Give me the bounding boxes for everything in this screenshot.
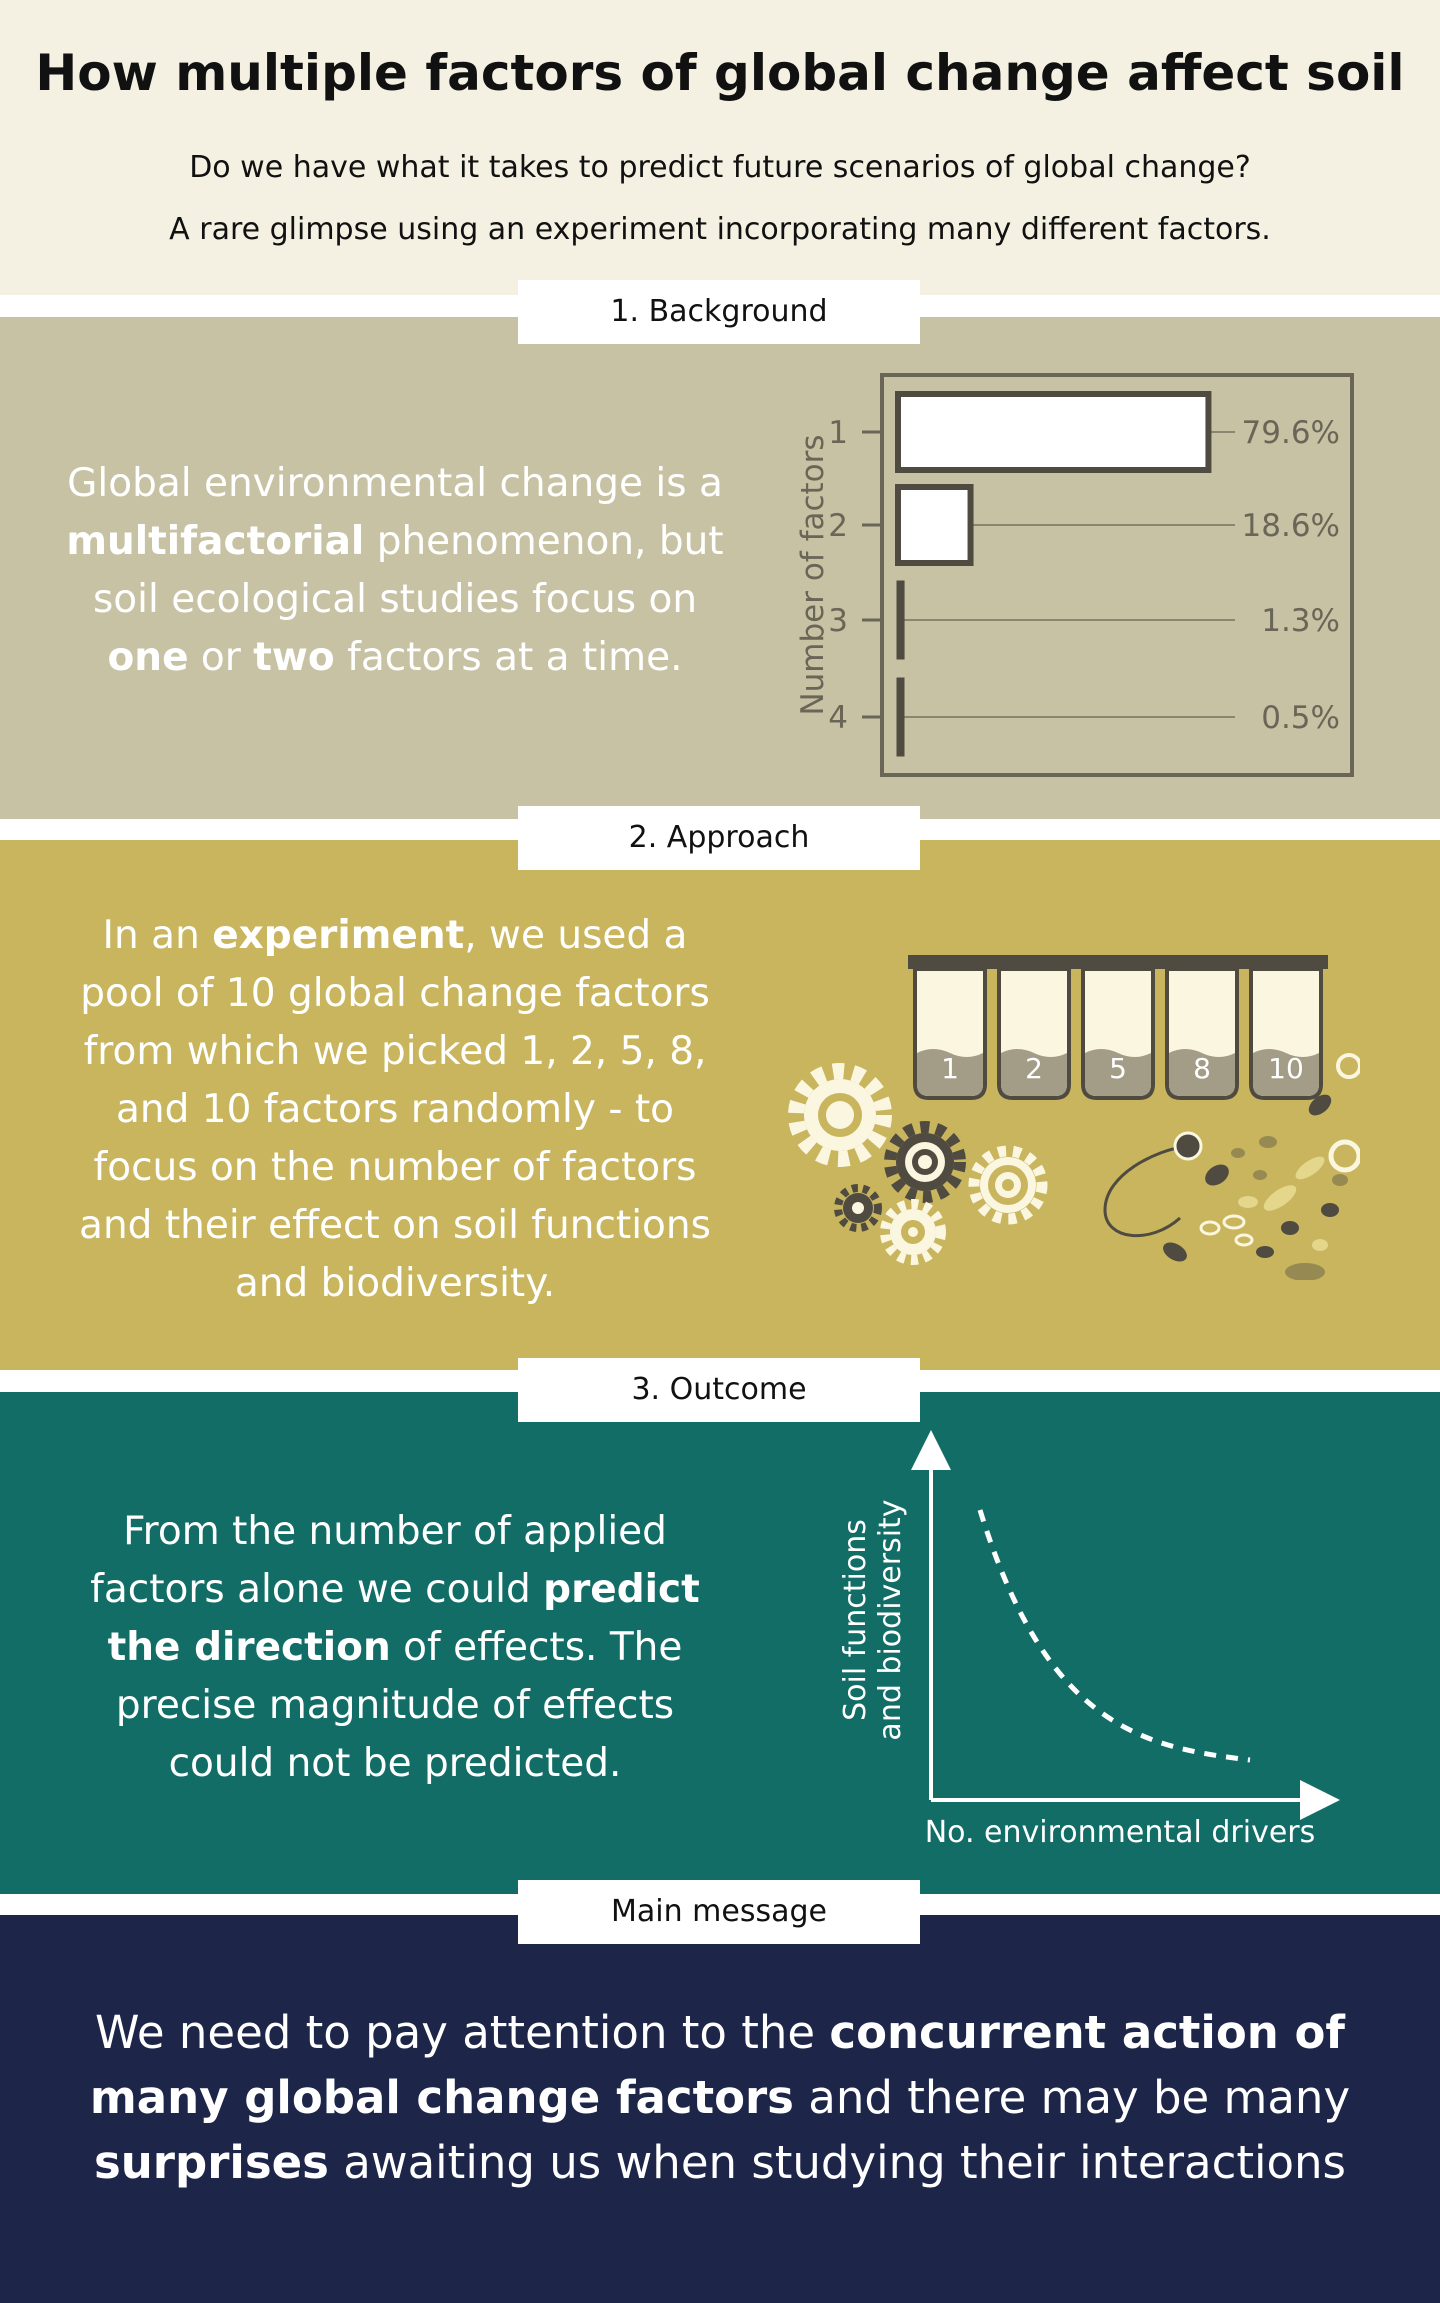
emphasis-text: surprises bbox=[93, 2136, 329, 2189]
soil-organisms-icon bbox=[1103, 1053, 1360, 1280]
tube-soil bbox=[917, 1049, 983, 1096]
decline-curve bbox=[977, 1509, 1251, 1763]
text-segment: phenomenon, but soil ecological studies … bbox=[92, 519, 724, 622]
tube-soil bbox=[1253, 1049, 1319, 1096]
chart-y-axis-label: Number of factors bbox=[795, 434, 831, 715]
emphasis-text: experiment bbox=[212, 913, 465, 958]
approach-text: In an experiment, we used a pool of 10 g… bbox=[60, 907, 730, 1313]
emphasis-text: multifactorial bbox=[66, 519, 365, 564]
tube-soil bbox=[1001, 1049, 1067, 1096]
test-tube: 5 bbox=[1081, 967, 1155, 1100]
text-segment: awaiting us when studying their interact… bbox=[328, 2136, 1346, 2189]
factors-bar-chart: Number of factors 1 79.6% 2 18.6% 3 1.3% 4 0.5% bbox=[795, 373, 1354, 777]
test-tube: 10 bbox=[1249, 967, 1323, 1100]
small-light-gear-icon bbox=[968, 1145, 1048, 1225]
category-label: 4 bbox=[828, 700, 848, 736]
text-segment: of effects. The precise magnitude of eff… bbox=[115, 1625, 683, 1786]
bar bbox=[895, 391, 1212, 473]
main-message-text: We need to pay attention to the concurre… bbox=[60, 2000, 1380, 2195]
background-text: Global environmental change is a multifa… bbox=[60, 455, 730, 687]
tube-label: 2 bbox=[1025, 1052, 1043, 1085]
tiny-dark-gear-icon bbox=[834, 1184, 882, 1232]
text-segment: In an bbox=[102, 913, 213, 958]
outcome-text: From the number of applied factors alone… bbox=[60, 1503, 730, 1793]
bar bbox=[896, 580, 905, 660]
section-tab-approach: 2. Approach bbox=[518, 806, 920, 870]
chart-frame bbox=[880, 373, 1354, 777]
subtitle-line-1: Do we have what it takes to predict futu… bbox=[189, 150, 1251, 185]
tube-soil bbox=[1085, 1049, 1151, 1096]
tube-rack-bar bbox=[908, 955, 1328, 969]
emphasis-text: one bbox=[107, 635, 189, 680]
text-segment: factors at a time. bbox=[334, 635, 683, 680]
bar bbox=[895, 484, 974, 566]
x-axis-label: No. environmental drivers bbox=[925, 1815, 1316, 1850]
section-tab-background: 1. Background bbox=[518, 280, 920, 344]
text-segment: or bbox=[188, 635, 254, 680]
header-band bbox=[0, 0, 1440, 295]
text-segment: , we used a pool of 10 global change fac… bbox=[79, 913, 711, 1306]
text-segment: From the number of applied factors alone… bbox=[90, 1509, 667, 1612]
y-axis-label-line-1: Soil functions bbox=[838, 1519, 873, 1721]
dark-gear-icon bbox=[884, 1121, 966, 1203]
emphasis-text: predict the direction bbox=[107, 1567, 700, 1670]
category-label: 2 bbox=[828, 508, 848, 544]
outcome-curve-chart: No. environmental drivers Soil functions… bbox=[838, 1430, 1340, 1850]
section-tab-outcome: 3. Outcome bbox=[518, 1358, 920, 1422]
category-label: 3 bbox=[828, 603, 848, 639]
experiment-illustration: 1 2 5 8 10 bbox=[788, 955, 1360, 1280]
page-title: How multiple factors of global change af… bbox=[35, 44, 1405, 102]
text-segment: We need to pay attention to the bbox=[95, 2006, 830, 2059]
tube-label: 5 bbox=[1109, 1052, 1127, 1085]
test-tube: 1 bbox=[913, 967, 987, 1100]
tube-label: 8 bbox=[1193, 1052, 1211, 1085]
emphasis-text: concurrent action of many global change … bbox=[89, 2006, 1345, 2124]
value-label: 79.6% bbox=[1242, 415, 1340, 451]
tube-soil bbox=[1169, 1049, 1235, 1096]
chart-bars: 1 79.6% 2 18.6% 3 1.3% 4 0.5% bbox=[828, 391, 1340, 757]
large-gear-icon bbox=[788, 1063, 892, 1167]
y-axis-label-line-2: and biodiversity bbox=[873, 1499, 908, 1740]
bar bbox=[896, 677, 905, 757]
test-tubes: 1 2 5 8 10 bbox=[913, 967, 1323, 1100]
subtitle-line-2: A rare glimpse using an experiment incor… bbox=[169, 212, 1271, 247]
outcome-band bbox=[0, 1392, 1440, 1894]
value-label: 1.3% bbox=[1261, 603, 1340, 639]
bottom-gear-icon bbox=[880, 1199, 946, 1265]
approach-band bbox=[0, 840, 1440, 1370]
value-label: 18.6% bbox=[1242, 508, 1340, 544]
value-label: 0.5% bbox=[1261, 700, 1340, 736]
category-label: 1 bbox=[828, 415, 848, 451]
tube-label: 10 bbox=[1268, 1052, 1304, 1085]
test-tube: 8 bbox=[1165, 967, 1239, 1100]
main-message-band bbox=[0, 1915, 1440, 2303]
tube-label: 1 bbox=[941, 1052, 959, 1085]
text-segment: and there may be many bbox=[793, 2071, 1351, 2124]
text-segment: Global environmental change is a bbox=[67, 461, 723, 506]
emphasis-text: two bbox=[253, 635, 335, 680]
section-tab-main-message: Main message bbox=[518, 1880, 920, 1944]
test-tube: 2 bbox=[997, 967, 1071, 1100]
